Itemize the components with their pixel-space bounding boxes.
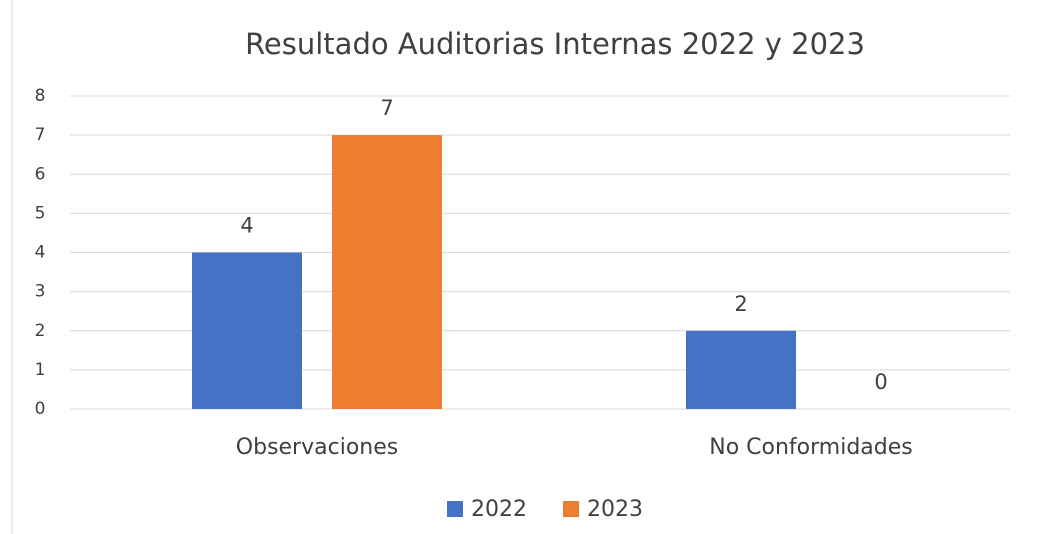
y-tick-label: 0 xyxy=(35,399,46,419)
data-label: 0 xyxy=(874,370,887,394)
y-tick-label: 3 xyxy=(35,282,46,302)
legend-label: 2022 xyxy=(471,497,527,522)
y-tick-label: 1 xyxy=(35,360,46,380)
x-tick-label: No Conformidades xyxy=(709,435,913,460)
bar xyxy=(332,135,442,409)
bar xyxy=(192,252,302,409)
chart-title: Resultado Auditorias Internas 2022 y 202… xyxy=(245,27,865,61)
y-tick-label: 7 xyxy=(35,125,46,145)
legend-swatch xyxy=(447,501,463,517)
y-tick-label: 2 xyxy=(35,321,46,341)
y-tick-label: 6 xyxy=(35,164,46,184)
legend-label: 2023 xyxy=(587,497,643,522)
data-label: 4 xyxy=(240,214,253,238)
y-tick-label: 5 xyxy=(35,203,46,223)
y-tick-label: 8 xyxy=(35,86,46,106)
legend-swatch xyxy=(563,501,579,517)
y-tick-label: 4 xyxy=(35,243,46,263)
data-label: 7 xyxy=(380,96,393,120)
data-label: 2 xyxy=(734,292,747,316)
bar xyxy=(686,330,796,409)
x-tick-label: Observaciones xyxy=(236,435,398,460)
